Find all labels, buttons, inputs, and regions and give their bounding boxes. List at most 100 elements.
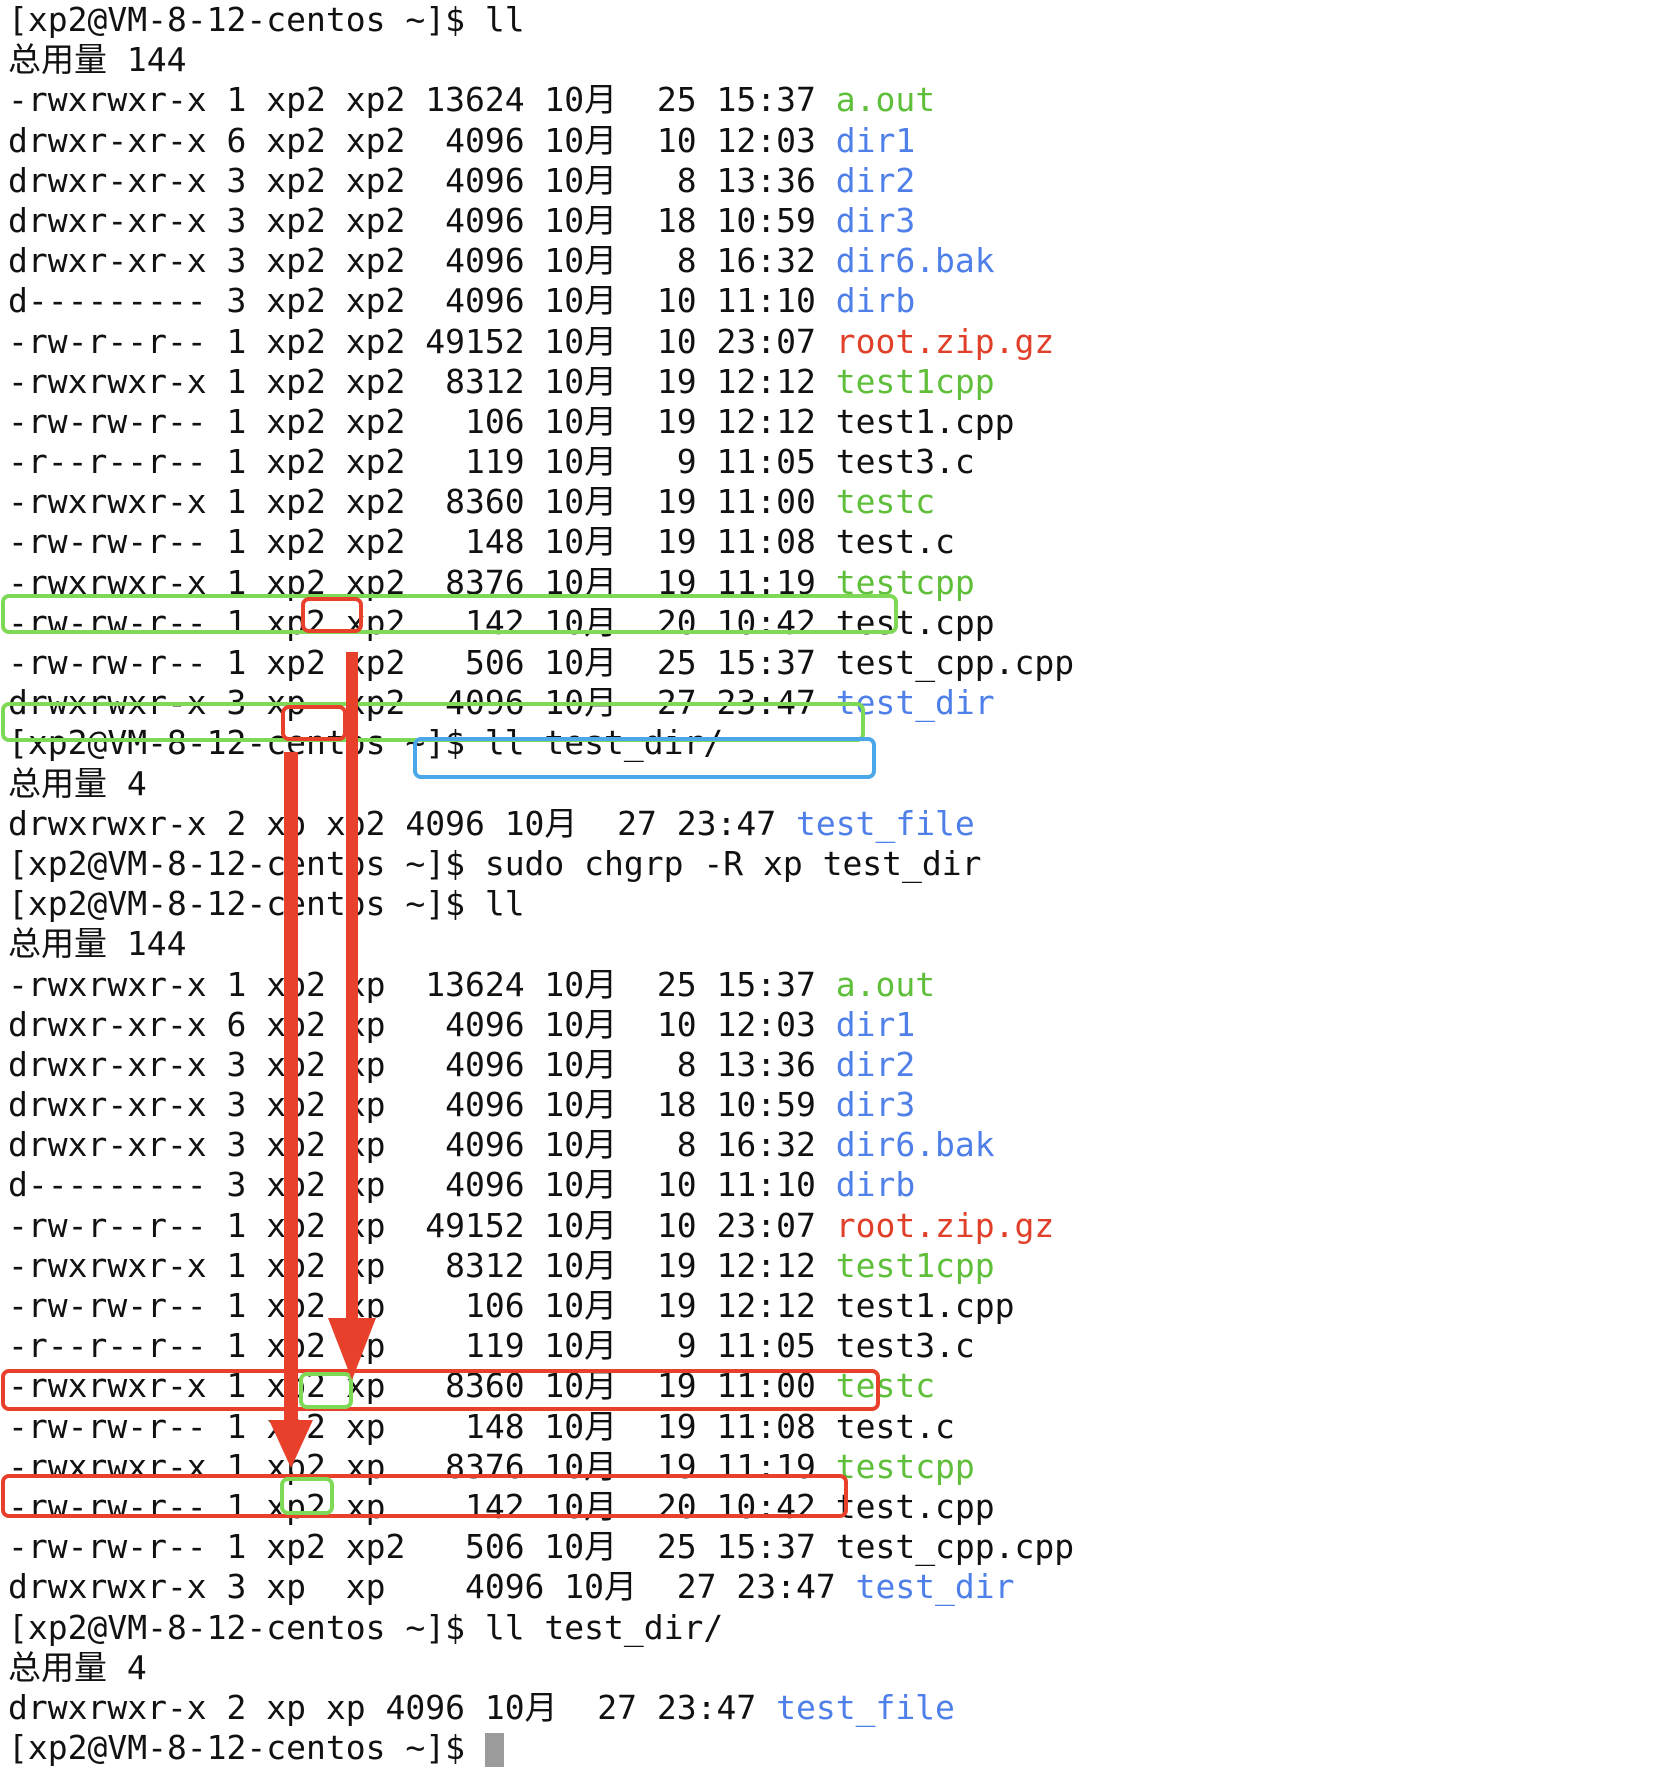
listing-row: drwxr-xr-x 3 xp2 xp 4096 10月 8 13:36 dir… [8,1045,1668,1085]
entry-meta: drwxrwxr-x 3 xp xp 4096 10月 27 23:47 [8,1567,856,1607]
entry-filename: dirb [835,1165,916,1205]
entry-filename: dir1 [835,120,916,160]
listing-row: -rw-rw-r-- 1 xp2 xp 148 10月 19 11:08 tes… [8,1407,1668,1447]
entry-filename: test_cpp.cpp [835,1527,1075,1567]
entry-filename: test.cpp [835,602,995,642]
listing-row: -rw-rw-r-- 1 xp2 xp2 506 10月 25 15:37 te… [8,643,1668,683]
entry-meta: d--------- 3 xp2 xp2 4096 10月 10 11:10 [8,281,836,321]
listing-row: -rw-rw-r-- 1 xp2 xp2 106 10月 19 12:12 te… [8,402,1668,442]
new-test-file-group-box [280,1477,334,1515]
entry-meta: -rw-rw-r-- 1 xp2 xp2 148 10月 19 11:08 [8,522,836,562]
entry-filename: a.out [835,80,936,120]
entry-meta: -rw-rw-r-- 1 xp2 xp2 106 10月 19 12:12 [8,401,836,441]
listing-row: -rw-rw-r-- 1 xp2 xp2 142 10月 20 10:42 te… [8,603,1668,643]
listing-row: -rw-r--r-- 1 xp2 xp 49152 10月 10 23:07 r… [8,1206,1668,1246]
entry-filename: dir3 [835,1085,916,1125]
entry-meta: -rw-rw-r-- 1 xp2 xp2 506 10月 25 15:37 [8,1527,836,1567]
listing-row: drwxrwxr-x 2 xp xp2 4096 10月 27 23:47 te… [8,804,1668,844]
entry-meta: drwxrwxr-x 2 xp xp 4096 10月 27 23:47 [8,1687,777,1727]
entry-filename: test1cpp [835,1245,995,1285]
prompt-line: [xp2@VM-8-12-centos ~]$ ll test_dir/ [8,1608,1668,1648]
entry-meta: -rw-rw-r-- 1 xp2 xp 148 10月 19 11:08 [8,1406,836,1446]
command-text: [xp2@VM-8-12-centos ~]$ [8,1728,485,1768]
entry-filename: test1.cpp [835,1286,1015,1325]
entry-filename: test.cpp [835,1486,995,1526]
listing-row: drwxr-xr-x 3 xp2 xp2 4096 10月 8 16:32 di… [8,241,1668,281]
entry-meta: -rw-r--r-- 1 xp2 xp2 49152 10月 10 23:07 [8,321,836,361]
entry-meta: drwxr-xr-x 3 xp2 xp 4096 10月 8 13:36 [8,1044,836,1084]
total-line: 总用量 144 [8,40,1668,80]
entry-meta: -rwxrwxr-x 1 xp2 xp2 13624 10月 25 15:37 [8,80,836,120]
total-text: 总用量 144 [8,40,187,80]
total-text: 总用量 4 [8,1647,147,1687]
entry-filename: test.c [835,1406,955,1446]
entry-filename: testc [835,482,936,522]
entry-meta: -rw-rw-r-- 1 xp2 xp2 142 10月 20 10:42 [8,602,836,642]
entry-filename: test1cpp [835,361,995,401]
entry-filename: test_cpp.cpp [835,643,1075,682]
entry-filename: dir2 [835,160,916,200]
text-cursor[interactable] [484,1732,504,1767]
listing-row: drwxrwxr-x 2 xp xp 4096 10月 27 23:47 tes… [8,1688,1668,1728]
entry-filename: test1.cpp [835,401,1015,441]
entry-filename: a.out [835,964,936,1004]
listing-row: -rwxrwxr-x 1 xp2 xp2 8312 10月 19 12:12 t… [8,362,1668,402]
listing-row: -rwxrwxr-x 1 xp2 xp2 8360 10月 19 11:00 t… [8,482,1668,522]
total-text: 总用量 144 [8,924,187,964]
listing-row: drwxr-xr-x 6 xp2 xp2 4096 10月 10 12:03 d… [8,121,1668,161]
prompt-line: [xp2@VM-8-12-centos ~]$ ll [8,884,1668,924]
new-test-dir-row-box [1,1369,880,1411]
entry-meta: -rwxrwxr-x 1 xp2 xp2 8312 10月 19 12:12 [8,361,836,401]
entry-meta: drwxrwxr-x 2 xp xp2 4096 10月 27 23:47 [8,803,796,843]
entry-filename: dir3 [835,200,916,240]
entry-filename: test.c [835,522,955,562]
entry-meta: drwxr-xr-x 6 xp2 xp2 4096 10月 10 12:03 [8,120,836,160]
entry-filename: root.zip.gz [835,1205,1055,1245]
listing-row: drwxr-xr-x 3 xp2 xp2 4096 10月 8 13:36 di… [8,161,1668,201]
entry-filename: dir1 [835,1004,916,1044]
entry-meta: -rwxrwxr-x 1 xp2 xp2 8360 10月 19 11:00 [8,482,836,522]
prompt-line: [xp2@VM-8-12-centos ~]$ ll [8,0,1668,40]
entry-meta: d--------- 3 xp2 xp 4096 10月 10 11:10 [8,1165,836,1205]
total-line: 总用量 144 [8,924,1668,964]
listing-row: -rwxrwxr-x 1 xp2 xp 13624 10月 25 15:37 a… [8,965,1668,1005]
entry-filename: test_file [776,1687,955,1727]
command-text: [xp2@VM-8-12-centos ~]$ ll [8,0,525,39]
listing-row: drwxr-xr-x 3 xp2 xp 4096 10月 18 10:59 di… [8,1085,1668,1125]
total-text: 总用量 4 [8,763,147,803]
test-dir-group-change-arrow [328,652,376,1380]
command-text: [xp2@VM-8-12-centos ~]$ sudo chgrp -R xp… [8,843,982,883]
command-text: [xp2@VM-8-12-centos ~]$ ll test_dir/ [8,1607,724,1647]
command-text: [xp2@VM-8-12-centos ~]$ ll [8,884,525,924]
listing-row: d--------- 3 xp2 xp2 4096 10月 10 11:10 d… [8,281,1668,321]
entry-meta: -rw-rw-r-- 1 xp2 xp 142 10月 20 10:42 [8,1486,836,1526]
listing-row: -r--r--r-- 1 xp2 xp2 119 10月 9 11:05 tes… [8,442,1668,482]
terminal-output: [xp2@VM-8-12-centos ~]$ ll 总用量 144 -rwxrwx… [8,0,1668,1768]
listing-row: -rw-rw-r-- 1 xp2 xp2 506 10月 25 15:37 te… [8,1527,1668,1567]
listing-row: d--------- 3 xp2 xp 4096 10月 10 11:10 di… [8,1165,1668,1205]
old-test-dir-row-box [1,594,898,634]
entry-meta: drwxr-xr-x 3 xp2 xp2 4096 10月 18 10:59 [8,200,836,240]
chgrp-command-box [413,737,876,779]
test-file-group-change-arrow [269,752,313,1468]
entry-meta: -rw-rw-r-- 1 xp2 xp2 506 10月 25 15:37 [8,643,836,682]
entry-meta: -r--r--r-- 1 xp2 xp2 119 10月 9 11:05 [8,442,836,482]
entry-filename: test3.c [835,442,975,482]
new-test-dir-group-box [299,1372,353,1409]
old-test-dir-group-box [301,597,363,633]
entry-meta: drwxr-xr-x 3 xp2 xp 4096 10月 18 10:59 [8,1085,836,1125]
listing-row: drwxrwxr-x 3 xp xp 4096 10月 27 23:47 tes… [8,1567,1668,1607]
listing-row: -rw-rw-r-- 1 xp2 xp2 148 10月 19 11:08 te… [8,522,1668,562]
entry-filename: root.zip.gz [835,321,1055,361]
entry-filename: dir2 [835,1044,916,1084]
entry-filename: test3.c [835,1326,975,1366]
prompt-line: [xp2@VM-8-12-centos ~]$ [8,1728,1668,1768]
listing-row: -rw-r--r-- 1 xp2 xp2 49152 10月 10 23:07 … [8,322,1668,362]
entry-filename: dir6.bak [835,241,995,281]
entry-meta: drwxr-xr-x 3 xp2 xp2 4096 10月 8 13:36 [8,160,836,200]
new-test-file-row-box [1,1474,848,1518]
old-test-file-group-box [281,705,347,741]
entry-filename: testcpp [835,1446,975,1486]
total-line: 总用量 4 [8,1648,1668,1688]
